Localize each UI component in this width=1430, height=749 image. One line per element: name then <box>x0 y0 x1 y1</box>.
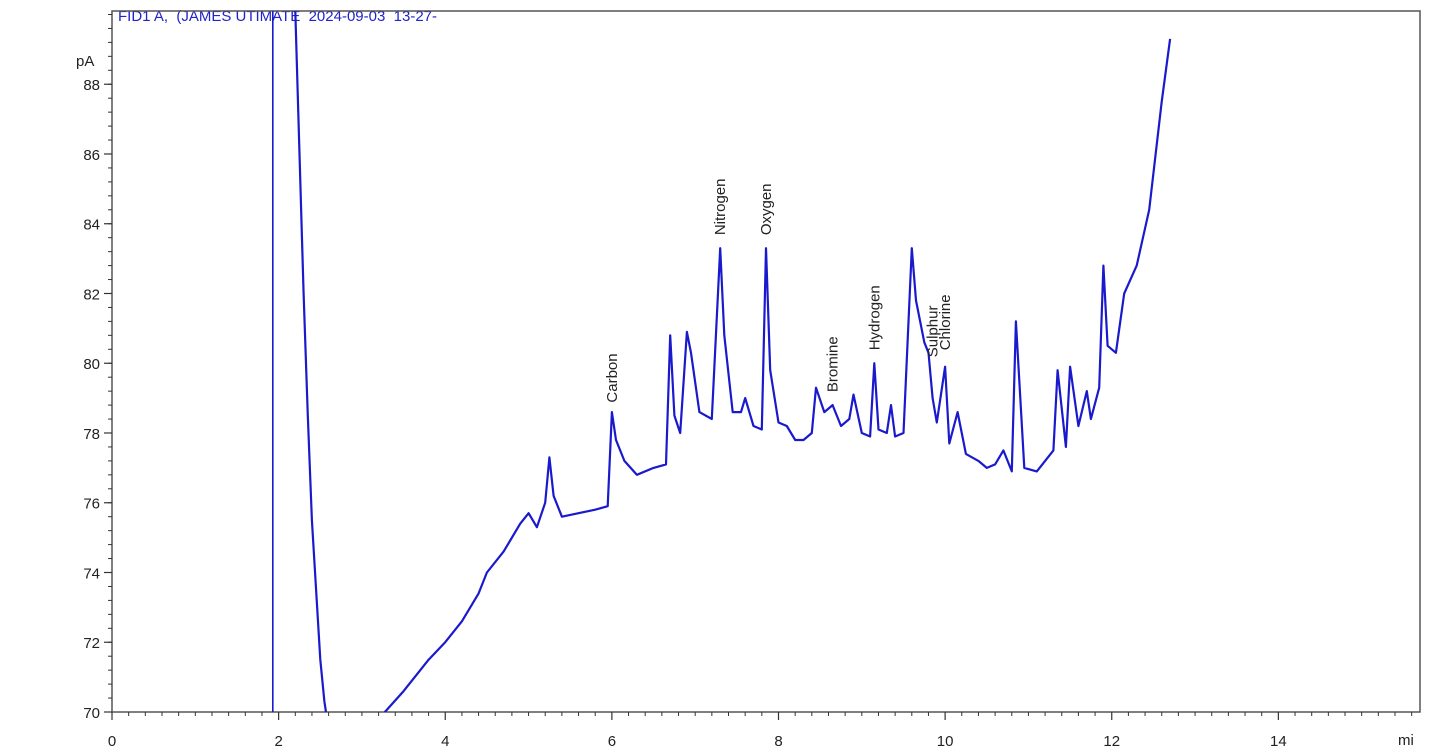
y-tick-label: 86 <box>83 147 100 164</box>
x-tick-label: 4 <box>441 733 449 749</box>
peak-label: Bromine <box>825 336 842 392</box>
y-tick-label: 88 <box>83 77 100 94</box>
y-tick-label: 74 <box>83 565 100 582</box>
x-tick-label: 10 <box>937 733 954 749</box>
peak-label: Nitrogen <box>712 178 729 235</box>
peak-label: Carbon <box>604 353 621 402</box>
chart-title: FID1 A, (JAMES UTIMATE 2024-09-03 13-27- <box>118 8 437 25</box>
x-tick-label: 12 <box>1103 733 1120 749</box>
y-axis-label: pA <box>76 53 94 70</box>
y-tick-label: 84 <box>83 217 100 234</box>
plot-frame <box>111 10 1421 713</box>
y-tick-label: 72 <box>83 635 100 652</box>
peak-label: Hydrogen <box>866 285 883 350</box>
x-tick-label: 14 <box>1270 733 1287 749</box>
signal-trace <box>294 11 1172 712</box>
peak-label: Sulphur <box>925 306 942 358</box>
y-tick-label: 70 <box>83 705 100 722</box>
y-tick-label: 82 <box>83 286 100 303</box>
x-axis-label: mi <box>1398 732 1414 749</box>
y-tick-label: 76 <box>83 496 100 513</box>
x-tick-label: 6 <box>608 733 616 749</box>
peak-label: Chlorine <box>937 294 954 350</box>
peak-label: Oxygen <box>758 183 775 235</box>
y-tick-label: 80 <box>83 356 100 373</box>
y-tick-label: 78 <box>83 426 100 443</box>
x-tick-label: 8 <box>774 733 782 749</box>
x-tick-label: 2 <box>274 733 282 749</box>
x-tick-label: 0 <box>108 733 116 749</box>
